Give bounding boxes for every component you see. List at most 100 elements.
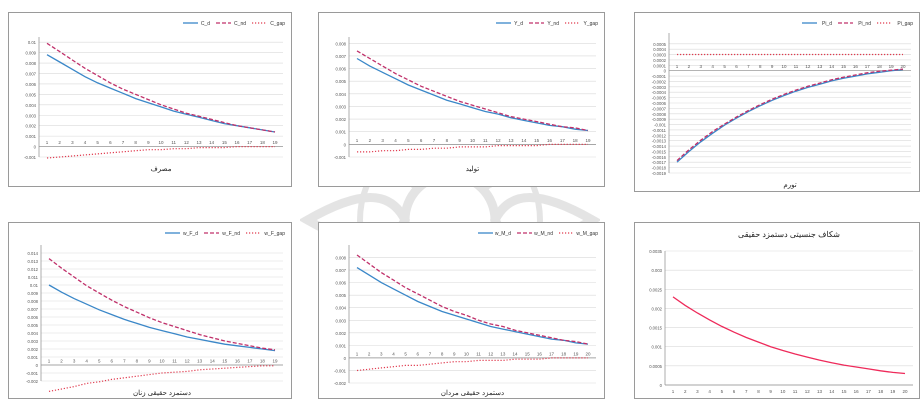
chart-inflation: 0.0005 0.0004 0.0003 0.0002 0.0001 0 -0.0001 -0… xyxy=(634,12,920,192)
x-tick-label: 15 xyxy=(534,138,540,143)
x-tick-label: 1 xyxy=(46,140,49,145)
y-tick-label: 0 xyxy=(344,142,347,147)
x-tick-label: 15 xyxy=(525,351,531,356)
x-tick-label: 20 xyxy=(585,351,591,356)
x-tick-label: 5 xyxy=(407,138,410,143)
x-axis-label: دستمزد حقیقی زنان xyxy=(133,389,191,397)
x-tick-label: 5 xyxy=(96,140,99,145)
y-tick-label: -0.0012 xyxy=(652,133,667,138)
legend-label: w_M_nd xyxy=(534,231,553,237)
x-tick-label: 16 xyxy=(234,140,240,145)
legend-label: w_F_d xyxy=(183,231,198,237)
x-tick-label: 9 xyxy=(771,64,774,69)
x-tick-label: 12 xyxy=(496,138,502,143)
x-tick-label: 18 xyxy=(260,359,266,364)
y-tick-label: 0.003 xyxy=(28,339,39,344)
x-tick-label: 7 xyxy=(745,389,748,394)
x-tick-label: 13 xyxy=(508,138,514,143)
x-tick-label: 19 xyxy=(890,389,896,394)
x-tick-label: 6 xyxy=(733,389,736,394)
x-tick-label: 6 xyxy=(417,351,420,356)
y-tick-label: -0.0009 xyxy=(652,117,667,122)
legend-label: Y_gap xyxy=(584,21,599,27)
chart-inflation-svg: 0.00050.00040.00030.00020.00010-0.0001-0… xyxy=(652,21,913,189)
y-tick-label: 0.005 xyxy=(336,79,347,84)
y-tick-label: 0.007 xyxy=(28,307,39,312)
x-tick-label: 4 xyxy=(392,351,395,356)
chart-gender-wage-gap-svg: 0 0.0005 0.001 0.0015 0.002 0.0025 0.003 0.0035… xyxy=(649,230,913,394)
x-tick-label: 9 xyxy=(458,138,461,143)
y-tick-label: 0.0003 xyxy=(653,53,666,58)
x-tick-label: 8 xyxy=(757,389,760,394)
x-tick-label: 3 xyxy=(696,389,699,394)
chart-output: -0.001 0 0.001 0.002 0.003 0.004 0.005 0.006 0.0… xyxy=(318,12,605,187)
y-tick-label: 0.004 xyxy=(336,92,347,97)
legend-label: w_F_gap xyxy=(264,231,285,237)
x-tick-label: 2 xyxy=(684,389,687,394)
series-line-gap xyxy=(672,296,906,375)
x-tick-label: 11 xyxy=(794,64,799,69)
legend-label: w_M_gap xyxy=(576,231,598,237)
chart-title: شکاف جنسیتی دستمزد حقیقی xyxy=(738,230,840,239)
x-tick-label: 1 xyxy=(356,138,359,143)
y-tick-label: 0.01 xyxy=(28,40,37,45)
y-tick-label: 0 xyxy=(36,363,39,368)
x-tick-label: 3 xyxy=(73,359,76,364)
x-tick-label: 15 xyxy=(841,389,847,394)
x-tick-label: 4 xyxy=(84,140,87,145)
y-tick-label: -0.0017 xyxy=(652,160,667,165)
x-tick-label: 2 xyxy=(688,64,691,69)
y-tick-label: 0.008 xyxy=(336,256,347,261)
x-tick-label: 18 xyxy=(877,64,883,69)
y-tick-label: 0.006 xyxy=(336,281,347,286)
series-line-w-f-d xyxy=(48,284,276,352)
y-tick-label: 0.013 xyxy=(28,259,39,264)
x-tick-label: 18 xyxy=(573,138,579,143)
series-line-pi-d xyxy=(676,68,904,163)
y-tick-label: -0.0002 xyxy=(652,79,667,84)
y-tick-label: -0.0004 xyxy=(652,90,667,95)
y-tick-label: 0.003 xyxy=(336,318,347,323)
x-tick-label: 1 xyxy=(356,351,359,356)
x-tick-label: 4 xyxy=(711,64,714,69)
x-tick-label: 12 xyxy=(184,140,190,145)
x-tick-label: 12 xyxy=(805,389,811,394)
x-tick-label: 4 xyxy=(85,359,88,364)
x-tick-label: 4 xyxy=(394,138,397,143)
y-tick-label: -0.001 xyxy=(654,123,667,128)
x-tick-label: 5 xyxy=(404,351,407,356)
y-tick-label: 0.001 xyxy=(652,345,663,350)
x-tick-label: 12 xyxy=(488,351,494,356)
y-tick-label: 0.01 xyxy=(30,283,39,288)
x-tick-label: 11 xyxy=(793,389,798,394)
series-line-w-m-gap xyxy=(356,357,588,372)
x-tick-label: 6 xyxy=(420,138,423,143)
x-tick-label: 8 xyxy=(441,351,444,356)
x-tick-label: 11 xyxy=(476,351,481,356)
y-tick-label: 0.006 xyxy=(28,315,39,320)
x-tick-label: 3 xyxy=(380,351,383,356)
y-tick-label: 0.009 xyxy=(26,51,37,56)
x-tick-label: 2 xyxy=(368,351,371,356)
series-line-w-m-nd xyxy=(356,254,589,345)
x-tick-label: 1 xyxy=(676,64,679,69)
x-tick-label: 5 xyxy=(98,359,101,364)
x-tick-label: 7 xyxy=(123,359,126,364)
y-tick-label: 0.008 xyxy=(28,299,39,304)
series-line-y-d xyxy=(356,57,589,132)
chart-output-svg: -0.001 0 0.001 0.002 0.003 0.004 0.005 0.006 0.0… xyxy=(334,21,599,173)
y-tick-label: -0.0008 xyxy=(652,112,667,117)
legend-label: w_F_nd xyxy=(222,231,240,237)
legend-label: Pi_nd xyxy=(858,21,871,27)
y-tick-label: 0.002 xyxy=(28,347,39,352)
y-tick-label: 0.0035 xyxy=(649,249,662,254)
y-tick-label: 0.005 xyxy=(28,323,39,328)
x-tick-label: 18 xyxy=(561,351,567,356)
y-tick-label: 0.0015 xyxy=(649,326,662,331)
legend-label: C_gap xyxy=(270,21,285,27)
x-tick-label: 2 xyxy=(58,140,61,145)
y-tick-label: -0.0006 xyxy=(652,101,667,106)
x-tick-label: 14 xyxy=(513,351,519,356)
x-tick-label: 9 xyxy=(453,351,456,356)
y-tick-label: 0.007 xyxy=(26,72,37,77)
